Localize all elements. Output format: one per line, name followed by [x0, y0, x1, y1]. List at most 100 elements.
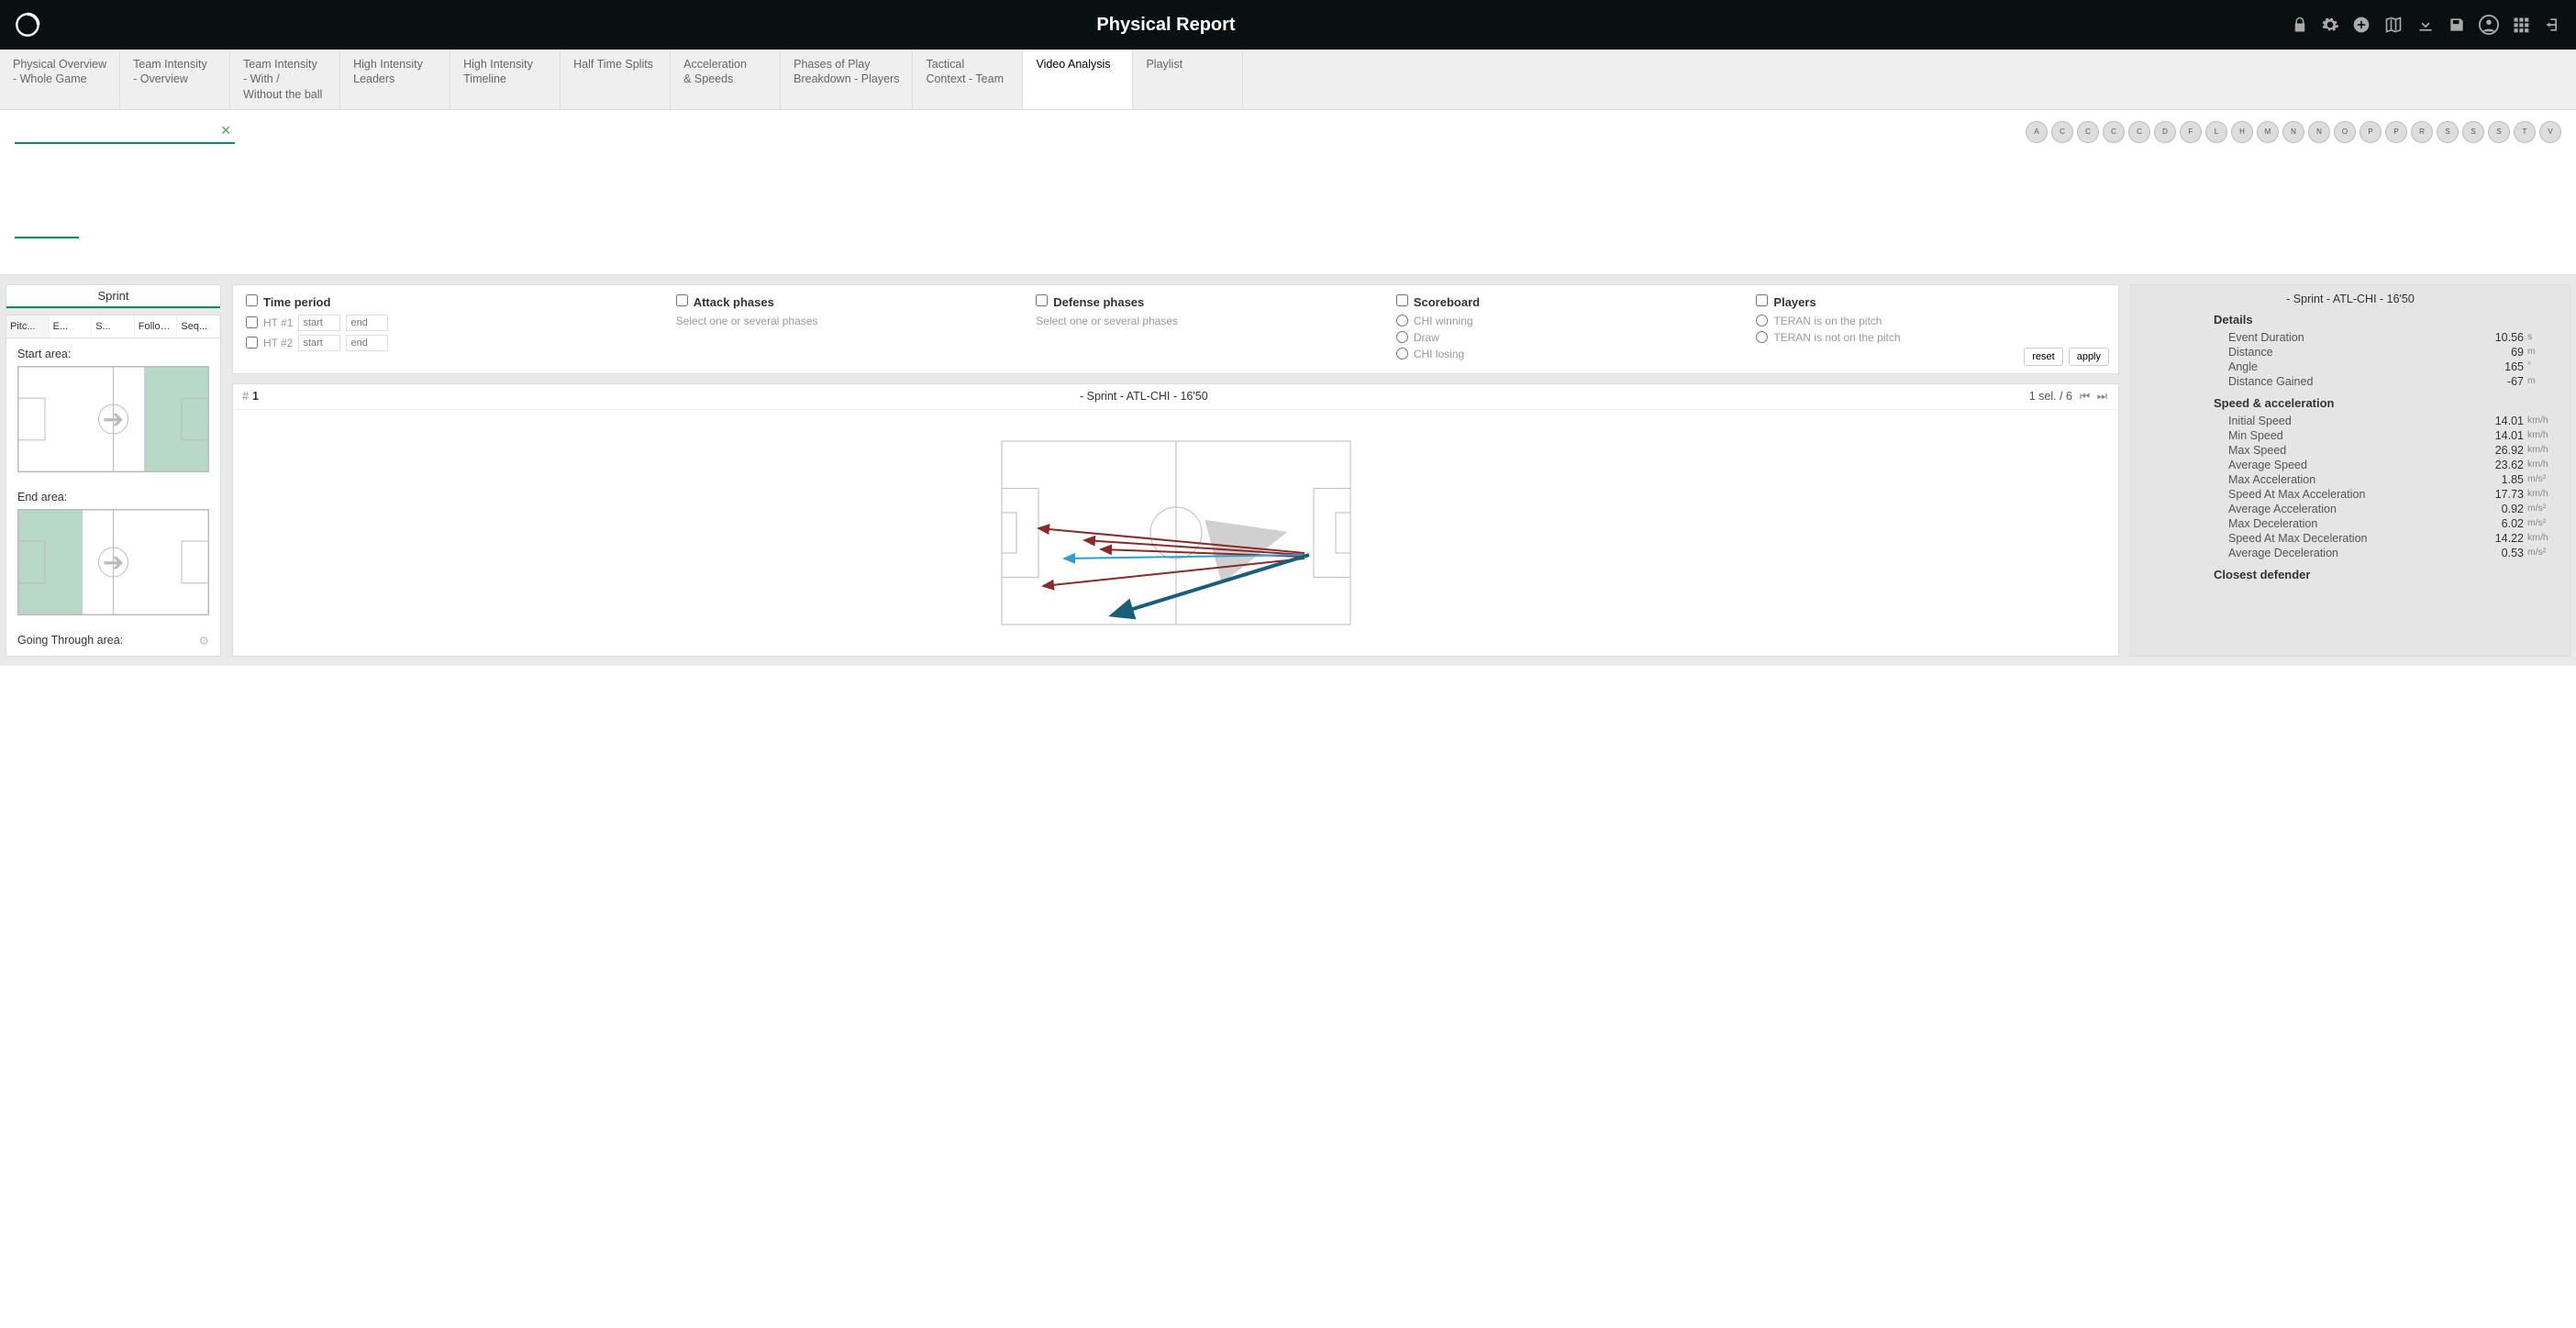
- team-badge[interactable]: O: [2334, 121, 2356, 143]
- metric-unit: km/h: [2524, 488, 2560, 501]
- ht1-end-input[interactable]: [346, 315, 388, 331]
- area-subtab[interactable]: S...: [92, 315, 135, 338]
- area-subtab[interactable]: Seq...: [177, 315, 220, 338]
- sprint-tab[interactable]: Sprint: [6, 285, 220, 308]
- team-tab-slot[interactable]: ✕: [15, 121, 235, 144]
- metric-value: -67: [2469, 375, 2524, 388]
- team-badge[interactable]: M: [2257, 121, 2279, 143]
- logout-icon[interactable]: [2543, 16, 2561, 34]
- area-filter-panel: Pitc...E...S...Followi...Seq... Start ar…: [6, 315, 221, 657]
- nav-tab[interactable]: Team Intensity - With / Without the ball: [230, 50, 340, 109]
- metric-row: Distance69m: [2140, 345, 2560, 360]
- scoreboard-radio[interactable]: [1396, 348, 1408, 360]
- team-badge[interactable]: C: [2103, 121, 2125, 143]
- scoreboard-checkbox[interactable]: [1396, 294, 1408, 306]
- nav-tab[interactable]: Half Time Splits: [561, 50, 671, 109]
- area-subtab[interactable]: E...: [50, 315, 93, 338]
- team-badge[interactable]: A: [2026, 121, 2048, 143]
- end-area-selector[interactable]: ➔: [17, 509, 209, 615]
- grid-icon[interactable]: [2512, 16, 2530, 34]
- team-badge[interactable]: F: [2180, 121, 2202, 143]
- metric-label: Average Deceleration: [2228, 547, 2469, 559]
- nav-tab[interactable]: Tactical Context - Team: [913, 50, 1023, 109]
- team-badge[interactable]: V: [2539, 121, 2561, 143]
- ht2-checkbox[interactable]: [246, 337, 258, 349]
- team-badge[interactable]: C: [2128, 121, 2150, 143]
- nav-tab[interactable]: Phases of Play Breakdown - Players: [781, 50, 913, 109]
- topbar-actions: [2292, 15, 2561, 35]
- metric-row: Average Acceleration0.92m/s²: [2140, 502, 2560, 516]
- secondary-marker: [15, 237, 79, 238]
- metric-section-head: Closest defender: [2140, 568, 2560, 581]
- direction-arrow-icon: ➔: [103, 547, 124, 577]
- team-badge[interactable]: H: [2231, 121, 2253, 143]
- team-badge[interactable]: P: [2359, 121, 2382, 143]
- metric-value: 14.22: [2469, 532, 2524, 545]
- team-badge[interactable]: C: [2077, 121, 2099, 143]
- team-badge[interactable]: C: [2051, 121, 2073, 143]
- nav-tab[interactable]: Physical Overview - Whole Game: [0, 50, 120, 109]
- ht2-start-input[interactable]: [298, 335, 340, 351]
- team-selector-strip: ✕ ACCCCDFLHMNNOPPRSSSTV: [0, 110, 2576, 275]
- players-checkbox[interactable]: [1756, 294, 1768, 306]
- metric-unit: m/s²: [2524, 473, 2560, 486]
- nav-tab[interactable]: Playlist: [1133, 50, 1243, 109]
- metric-label: Max Deceleration: [2228, 517, 2469, 530]
- team-badge[interactable]: P: [2385, 121, 2407, 143]
- metric-value: 14.01: [2469, 429, 2524, 442]
- map-icon[interactable]: [2383, 16, 2404, 34]
- nav-tab[interactable]: Acceleration & Speeds: [671, 50, 781, 109]
- metric-value: 17.73: [2469, 488, 2524, 501]
- team-badge[interactable]: D: [2154, 121, 2176, 143]
- team-badge[interactable]: T: [2514, 121, 2536, 143]
- user-circle-icon[interactable]: [2479, 15, 2499, 35]
- team-badge[interactable]: N: [2282, 121, 2304, 143]
- ht2-end-input[interactable]: [346, 335, 388, 351]
- team-badge[interactable]: R: [2411, 121, 2433, 143]
- apply-button[interactable]: apply: [2069, 348, 2109, 366]
- defense-placeholder[interactable]: Select one or several phases: [1036, 315, 1385, 327]
- next-icon[interactable]: ⏭: [2097, 390, 2109, 403]
- close-icon[interactable]: ✕: [220, 123, 231, 138]
- radio-label: CHI winning: [1414, 315, 1473, 327]
- players-radio[interactable]: [1756, 331, 1768, 343]
- team-badge[interactable]: S: [2462, 121, 2484, 143]
- gear-icon[interactable]: [2321, 16, 2339, 34]
- nav-tab[interactable]: Video Analysis: [1023, 50, 1133, 109]
- direction-arrow-icon: ➔: [103, 404, 124, 434]
- reset-button[interactable]: reset: [2024, 348, 2062, 366]
- metric-unit: km/h: [2524, 429, 2560, 442]
- lock-icon[interactable]: [2292, 17, 2308, 33]
- defense-checkbox[interactable]: [1036, 294, 1048, 306]
- area-subtab[interactable]: Pitc...: [6, 315, 50, 338]
- metric-label: Distance: [2228, 346, 2469, 359]
- gear-small-icon[interactable]: ⚙: [199, 634, 209, 647]
- team-badge[interactable]: S: [2437, 121, 2459, 143]
- scoreboard-radio[interactable]: [1396, 315, 1408, 326]
- end-area-label: End area:: [17, 491, 209, 504]
- team-badge[interactable]: S: [2488, 121, 2510, 143]
- prev-icon[interactable]: ⏮: [2080, 390, 2092, 403]
- nav-tab[interactable]: Team Intensity - Overview: [120, 50, 230, 109]
- ht1-checkbox[interactable]: [246, 316, 258, 328]
- save-icon[interactable]: [2448, 16, 2466, 34]
- start-area-label: Start area:: [17, 348, 209, 360]
- nav-tab[interactable]: High Intensity Timeline: [450, 50, 561, 109]
- ht1-start-input[interactable]: [298, 315, 340, 331]
- team-badge[interactable]: L: [2205, 121, 2227, 143]
- visualization-panel: #1 - Sprint - ATL-CHI - 16'50 1 sel. / 6…: [232, 383, 2119, 657]
- add-circle-icon[interactable]: [2352, 16, 2371, 34]
- nav-tab[interactable]: High Intensity Leaders: [340, 50, 450, 109]
- time-period-checkbox[interactable]: [246, 294, 258, 306]
- area-subtab[interactable]: Followi...: [135, 315, 178, 338]
- attack-checkbox[interactable]: [676, 294, 688, 306]
- metric-value: 165: [2469, 360, 2524, 373]
- metric-unit: m/s²: [2524, 547, 2560, 559]
- team-badge[interactable]: N: [2308, 121, 2330, 143]
- players-radio[interactable]: [1756, 315, 1768, 326]
- attack-placeholder[interactable]: Select one or several phases: [676, 315, 1026, 327]
- scoreboard-radio[interactable]: [1396, 331, 1408, 343]
- start-area-selector[interactable]: ➔: [17, 366, 209, 472]
- details-panel: - Sprint - ATL-CHI - 16'50 DetailsEvent …: [2130, 284, 2570, 657]
- download-icon[interactable]: [2416, 16, 2435, 34]
